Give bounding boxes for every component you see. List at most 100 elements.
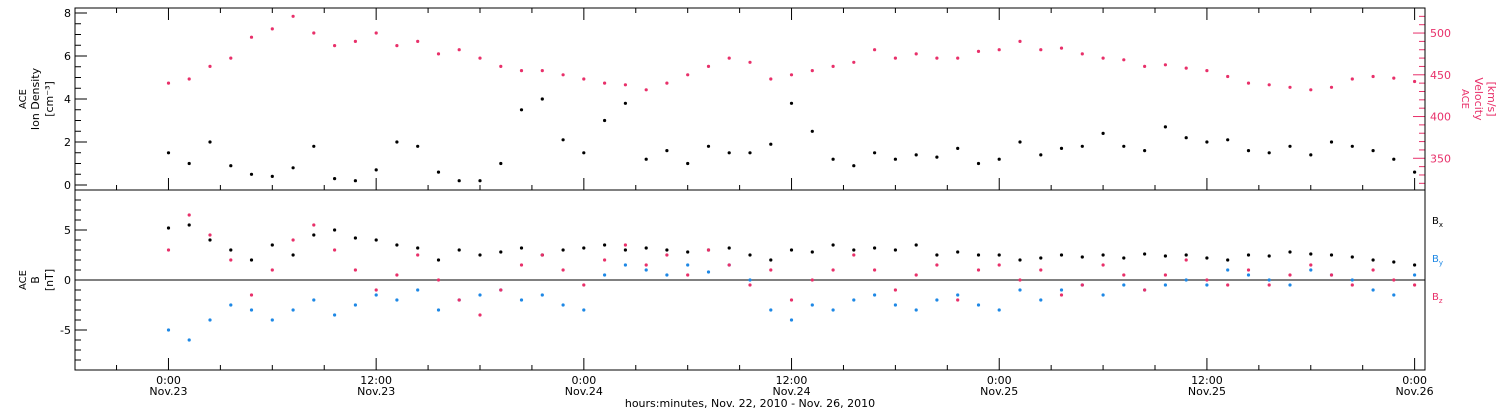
ion-density-point	[1392, 157, 1396, 161]
ion-density-point	[852, 164, 856, 168]
field-z-point	[1371, 268, 1375, 272]
field-axis-title-name: B	[29, 276, 42, 284]
field-z-point	[956, 298, 960, 302]
ion-density-point	[665, 149, 669, 153]
field-z-point	[561, 268, 565, 272]
density-tick-label: 2	[64, 136, 71, 149]
velocity-point	[789, 73, 794, 77]
velocity-point	[914, 52, 918, 56]
ion-density-point	[1101, 131, 1105, 135]
field-x-point	[291, 253, 295, 257]
velocity-point	[727, 56, 731, 60]
time-tick-label: 0:00	[156, 374, 181, 387]
velocity-point	[1039, 48, 1043, 52]
field-x-point	[935, 253, 939, 257]
field-y-point	[1288, 283, 1292, 287]
field-y-point	[603, 273, 607, 277]
field-y-point	[956, 293, 960, 297]
field-x-point	[1350, 255, 1354, 259]
field-x-point	[312, 233, 316, 237]
ion-density-point	[1143, 149, 1147, 153]
field-y-point	[852, 298, 856, 302]
velocity-point	[686, 73, 690, 77]
legend-subscript: y	[1439, 259, 1443, 267]
velocity-point	[603, 81, 607, 85]
velocity-axis-title-ace: ACE	[1459, 89, 1470, 109]
field-z-point	[270, 268, 274, 272]
time-axis: 0:00Nov.2312:00Nov.230:00Nov.2412:00Nov.…	[116, 8, 1434, 410]
velocity-point	[457, 48, 461, 52]
field-z-point	[374, 288, 378, 292]
field-z-point	[1080, 283, 1084, 287]
field-z-point	[789, 298, 794, 302]
velocity-point	[540, 69, 544, 73]
density-tick-label: 6	[64, 50, 71, 63]
field-z-point	[748, 283, 752, 287]
ion-density-point	[1059, 146, 1064, 150]
field-z-point	[686, 273, 690, 277]
field-z-point	[353, 268, 357, 272]
field-z-point	[976, 268, 981, 272]
ion-density-point	[748, 151, 752, 155]
ion-density-point	[519, 108, 524, 112]
velocity-point	[935, 56, 939, 60]
ion-density-point	[1350, 144, 1354, 148]
field-z-point	[1309, 263, 1313, 267]
field-y-point	[333, 313, 337, 317]
field-y-point	[1205, 283, 1209, 287]
velocity-point	[1329, 85, 1334, 89]
velocity-point	[976, 49, 981, 54]
field-z-point	[478, 313, 482, 317]
field-z-point	[1413, 283, 1417, 287]
velocity-point	[831, 64, 835, 68]
velocity-point	[623, 83, 628, 87]
field-y-point	[665, 273, 669, 277]
field-x-point	[956, 250, 960, 254]
field-x-point	[1288, 250, 1292, 254]
field-z-point	[333, 248, 337, 252]
field-y-point	[436, 308, 441, 312]
field-y-point	[1101, 293, 1105, 297]
ion-density-point	[873, 151, 877, 155]
field-z-point	[914, 273, 918, 277]
date-tick-label: Nov.26	[1396, 385, 1434, 398]
time-tick-label: 12:00	[776, 374, 808, 387]
field-x-point	[1018, 258, 1022, 262]
field-x-point	[374, 238, 378, 242]
field-y-point	[1371, 288, 1375, 292]
velocity-point	[852, 60, 856, 64]
x-axis-title: hours:minutes, Nov. 22, 2010 - Nov. 26, …	[625, 397, 875, 410]
field-x-point	[727, 246, 731, 250]
field-y-point	[1059, 288, 1064, 292]
field-x-point	[1101, 253, 1105, 257]
velocity-point	[1101, 56, 1105, 60]
ion-density-point	[208, 140, 212, 144]
velocity-point	[997, 48, 1001, 52]
legend-base: B	[1432, 254, 1439, 265]
ion-density-point	[727, 151, 731, 155]
field-axis-title-units: [nT]	[43, 269, 56, 291]
velocity-point	[1205, 69, 1209, 73]
field-z-point	[519, 263, 524, 267]
ion-density-point	[1413, 170, 1417, 174]
ion-density-point	[333, 177, 337, 181]
ion-density-point	[1288, 144, 1292, 148]
ion-density-point	[270, 174, 274, 178]
ion-density-point	[1184, 136, 1188, 140]
field-z-point	[436, 278, 441, 282]
velocity-point	[208, 64, 212, 68]
field-y-point	[644, 268, 648, 272]
field-x-point	[1205, 256, 1209, 260]
field-y-point	[291, 308, 295, 312]
velocity-point	[249, 35, 254, 39]
legend-entry-z: Bz	[1432, 292, 1443, 305]
legend-entry-x: Bx	[1432, 216, 1443, 229]
density-tick-label: 4	[64, 93, 71, 106]
field-y-point	[561, 303, 565, 307]
density-axis-title-units: [cm⁻³]	[43, 81, 56, 117]
field-z-point	[1226, 283, 1230, 287]
field-y-point	[1246, 273, 1251, 277]
field-z-point	[644, 263, 648, 267]
ion-density-point	[1205, 140, 1209, 144]
